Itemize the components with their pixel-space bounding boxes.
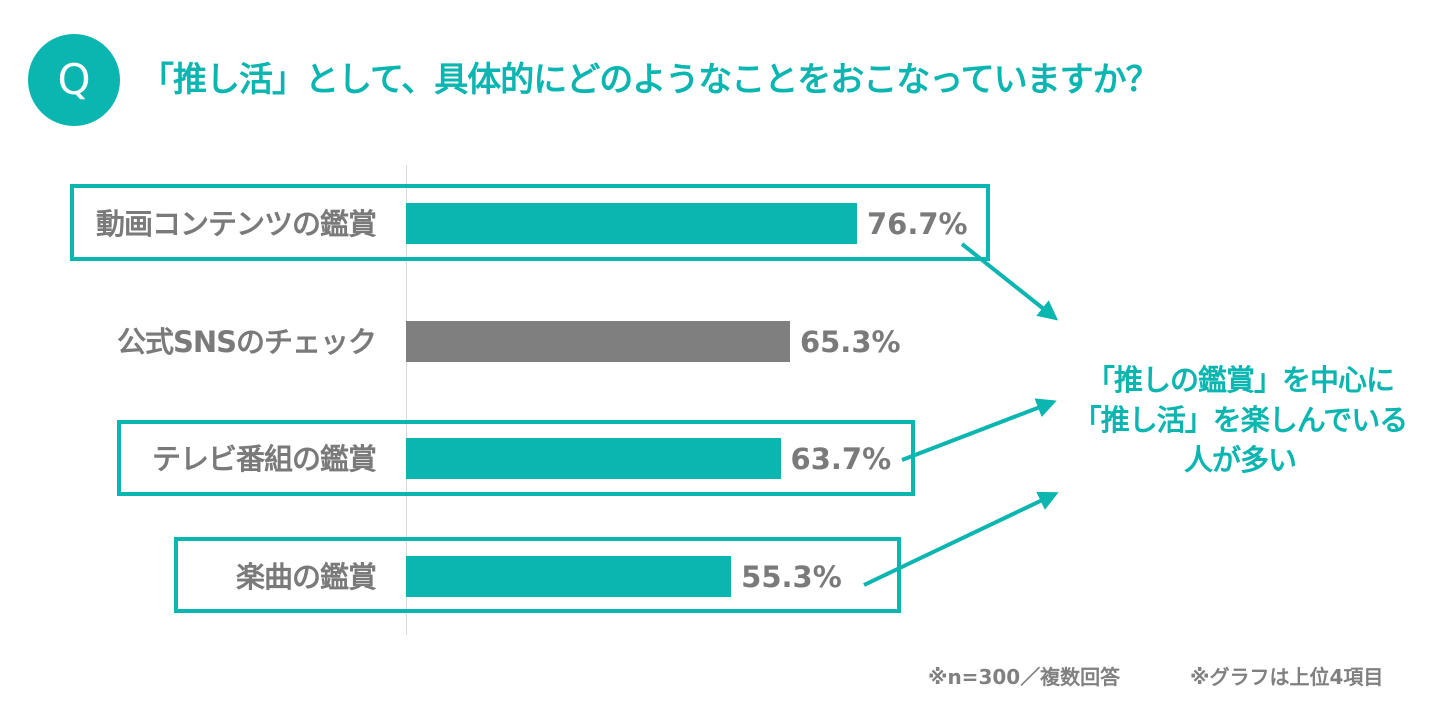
question-mark-letter: Q — [57, 55, 91, 104]
callout-line-1: 「推しの鑑賞」を中心に — [1085, 363, 1395, 397]
bar-value-label: 76.7% — [866, 207, 968, 241]
bar-value-label: 63.7% — [790, 442, 892, 476]
question-title: 「推し活」として、具体的にどのようなことをおこなっていますか？ — [140, 60, 1160, 100]
callout-text: 「推しの鑑賞」を中心に 「推し活」を楽しんでいる 人が多い — [1048, 360, 1432, 480]
bar — [406, 321, 790, 362]
callout-line-2: 「推し活」を楽しんでいる — [1072, 403, 1409, 437]
bar — [406, 438, 781, 479]
bar-value-label: 55.3% — [741, 560, 842, 594]
footnote-sample-size: ※n=300／複数回答 — [928, 665, 1121, 689]
callout-line-3: 人が多い — [1183, 443, 1297, 477]
category-label: 楽曲の鑑賞 — [235, 560, 377, 594]
footnote-top-items: ※グラフは上位4項目 — [1190, 665, 1384, 689]
question-mark-badge: Q — [28, 34, 120, 126]
bar — [406, 203, 857, 244]
category-label: 公式SNSのチェック — [116, 325, 377, 359]
category-label: 動画コンテンツの鑑賞 — [95, 207, 377, 241]
bar-value-label: 65.3% — [799, 325, 901, 359]
highlight-frame — [70, 184, 990, 261]
category-label: テレビ番組の鑑賞 — [151, 442, 377, 476]
arrow-from-tv-bar — [901, 398, 1057, 462]
category-axis-line — [406, 165, 407, 635]
bar — [406, 556, 732, 597]
